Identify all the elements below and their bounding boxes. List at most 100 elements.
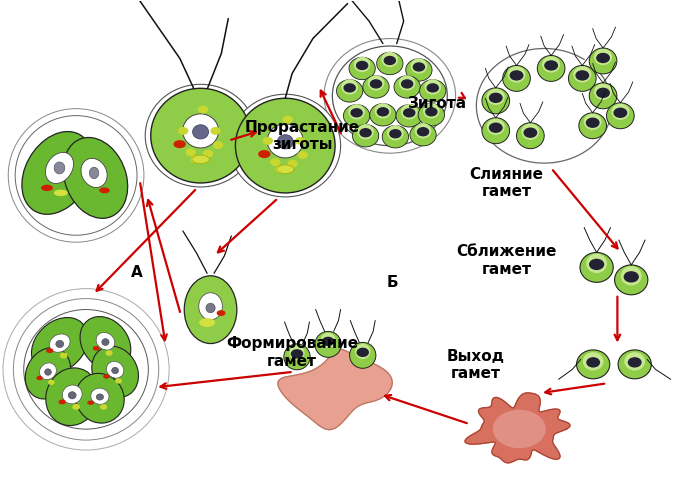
Ellipse shape [63, 137, 128, 218]
Ellipse shape [487, 89, 504, 104]
Circle shape [384, 57, 395, 65]
Ellipse shape [589, 48, 617, 74]
Ellipse shape [410, 124, 436, 146]
Ellipse shape [268, 124, 303, 158]
Ellipse shape [199, 293, 222, 320]
Circle shape [295, 138, 304, 144]
Ellipse shape [424, 104, 439, 118]
Ellipse shape [80, 317, 131, 370]
Circle shape [624, 272, 638, 282]
Ellipse shape [88, 401, 93, 404]
Ellipse shape [508, 67, 525, 82]
Ellipse shape [47, 349, 53, 352]
Circle shape [402, 80, 413, 88]
Ellipse shape [587, 255, 606, 273]
Circle shape [271, 159, 280, 165]
Ellipse shape [394, 76, 420, 98]
Ellipse shape [522, 124, 539, 139]
Ellipse shape [42, 185, 52, 190]
Ellipse shape [382, 126, 409, 148]
Ellipse shape [354, 58, 370, 72]
Ellipse shape [577, 350, 610, 379]
Circle shape [357, 348, 368, 356]
Circle shape [204, 150, 213, 157]
Ellipse shape [420, 80, 446, 102]
Circle shape [589, 260, 603, 270]
Circle shape [344, 84, 355, 92]
Circle shape [291, 350, 302, 358]
Ellipse shape [375, 104, 391, 118]
Circle shape [276, 166, 285, 172]
Ellipse shape [290, 346, 304, 360]
Ellipse shape [55, 190, 67, 195]
Ellipse shape [277, 165, 294, 173]
Ellipse shape [396, 105, 423, 127]
Circle shape [576, 71, 589, 80]
Ellipse shape [90, 167, 99, 179]
Ellipse shape [543, 57, 559, 72]
Ellipse shape [370, 104, 396, 126]
Circle shape [211, 128, 220, 134]
Ellipse shape [183, 114, 218, 148]
Ellipse shape [584, 353, 603, 370]
Ellipse shape [49, 334, 70, 352]
Ellipse shape [350, 342, 376, 368]
Text: Зигота: Зигота [408, 96, 467, 111]
Circle shape [510, 71, 523, 80]
Ellipse shape [580, 253, 613, 283]
Circle shape [614, 108, 627, 117]
Ellipse shape [388, 126, 403, 140]
Ellipse shape [569, 66, 596, 91]
Circle shape [545, 61, 557, 70]
Circle shape [60, 353, 67, 358]
Ellipse shape [377, 52, 403, 75]
Ellipse shape [402, 105, 417, 119]
Ellipse shape [349, 57, 375, 80]
Circle shape [199, 106, 208, 113]
Ellipse shape [15, 116, 137, 235]
Ellipse shape [37, 376, 42, 380]
Ellipse shape [349, 105, 364, 119]
Ellipse shape [97, 394, 104, 400]
Circle shape [404, 109, 415, 117]
Text: Слияние
гамет: Слияние гамет [470, 167, 543, 199]
Circle shape [101, 405, 106, 409]
Ellipse shape [100, 188, 109, 192]
Circle shape [288, 160, 297, 167]
Ellipse shape [145, 84, 256, 187]
Ellipse shape [68, 392, 76, 399]
Circle shape [370, 80, 382, 88]
Ellipse shape [416, 124, 431, 138]
Ellipse shape [579, 113, 607, 139]
Ellipse shape [184, 276, 237, 344]
Ellipse shape [101, 339, 109, 346]
Circle shape [628, 358, 641, 367]
Ellipse shape [94, 347, 99, 350]
Ellipse shape [22, 132, 93, 214]
Ellipse shape [321, 334, 335, 347]
Circle shape [489, 123, 502, 132]
Ellipse shape [516, 123, 544, 149]
Ellipse shape [25, 348, 71, 399]
Circle shape [263, 138, 272, 144]
Ellipse shape [352, 125, 379, 147]
Ellipse shape [368, 76, 384, 90]
Ellipse shape [193, 125, 208, 139]
Text: А: А [131, 266, 142, 281]
Ellipse shape [332, 46, 448, 146]
Polygon shape [465, 393, 570, 463]
Ellipse shape [482, 118, 509, 144]
Circle shape [186, 149, 195, 155]
Circle shape [587, 118, 599, 127]
Circle shape [116, 379, 122, 383]
Ellipse shape [625, 353, 644, 370]
Text: Выход
гамет: Выход гамет [447, 349, 505, 381]
Ellipse shape [151, 88, 250, 183]
Ellipse shape [91, 388, 109, 404]
Circle shape [414, 63, 425, 71]
Ellipse shape [315, 332, 341, 357]
Ellipse shape [24, 310, 148, 429]
Ellipse shape [589, 83, 617, 109]
Ellipse shape [13, 299, 158, 440]
Text: Формирование
гамет: Формирование гамет [226, 337, 358, 369]
